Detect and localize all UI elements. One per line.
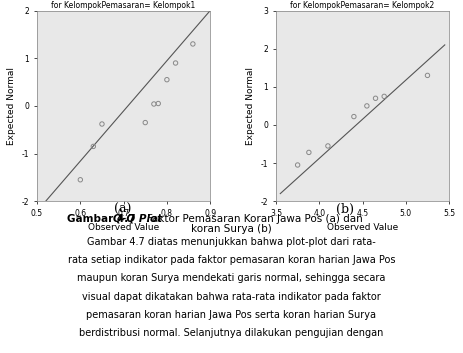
Point	[98, 121, 106, 127]
Y-axis label: Expected Normal: Expected Normal	[7, 67, 16, 145]
Text: Faktor Pemasaran Koran Jawa Pos (a) dan: Faktor Pemasaran Koran Jawa Pos (a) dan	[147, 214, 363, 223]
Text: rata setiap indikator pada faktor pemasaran koran harian Jawa Pos: rata setiap indikator pada faktor pemasa…	[68, 255, 395, 265]
Point	[324, 143, 332, 149]
Point	[294, 162, 301, 168]
Text: berdistribusi normal. Selanjutnya dilakukan pengujian dengan: berdistribusi normal. Selanjutnya dilaku…	[79, 328, 384, 338]
Point	[372, 95, 379, 101]
Text: (b): (b)	[336, 203, 354, 216]
Point	[76, 177, 84, 183]
Point	[142, 120, 149, 125]
Point	[155, 101, 162, 106]
Text: visual dapat dikatakan bahwa rata-rata indikator pada faktor: visual dapat dikatakan bahwa rata-rata i…	[82, 292, 381, 301]
Text: Q-Q Plot: Q-Q Plot	[113, 214, 165, 223]
Point	[350, 114, 357, 119]
Point	[363, 103, 370, 109]
Point	[150, 101, 157, 107]
Point	[424, 73, 431, 78]
Text: koran Surya (b): koran Surya (b)	[191, 224, 272, 234]
Text: maupun koran Surya mendekati garis normal, sehingga secara: maupun koran Surya mendekati garis norma…	[77, 273, 386, 283]
Point	[381, 94, 388, 99]
Point	[172, 60, 179, 66]
Text: Gambar 4.7: Gambar 4.7	[67, 214, 139, 223]
Title: for KelompokPemasaran= Kelompok2: for KelompokPemasaran= Kelompok2	[290, 1, 435, 10]
Text: pemasaran koran harian Jawa Pos serta koran harian Surya: pemasaran koran harian Jawa Pos serta ko…	[87, 310, 376, 320]
Text: (a): (a)	[114, 203, 131, 216]
Point	[305, 150, 313, 155]
X-axis label: Observed Value: Observed Value	[327, 223, 398, 232]
Title: for KelompokPemasaran= Kelompok1: for KelompokPemasaran= Kelompok1	[51, 1, 196, 10]
Point	[189, 41, 197, 47]
Point	[90, 144, 97, 149]
Y-axis label: Expected Normal: Expected Normal	[246, 67, 255, 145]
X-axis label: Observed Value: Observed Value	[88, 223, 159, 232]
Point	[163, 77, 170, 83]
Text: Gambar 4.7  Q-Q Plot Faktor Pemasaran Koran Jawa Pos (a) dan: Gambar 4.7 Q-Q Plot Faktor Pemasaran Kor…	[63, 214, 400, 223]
Text: Gambar 4.7 diatas menunjukkan bahwa plot-plot dari rata-: Gambar 4.7 diatas menunjukkan bahwa plot…	[87, 237, 376, 246]
